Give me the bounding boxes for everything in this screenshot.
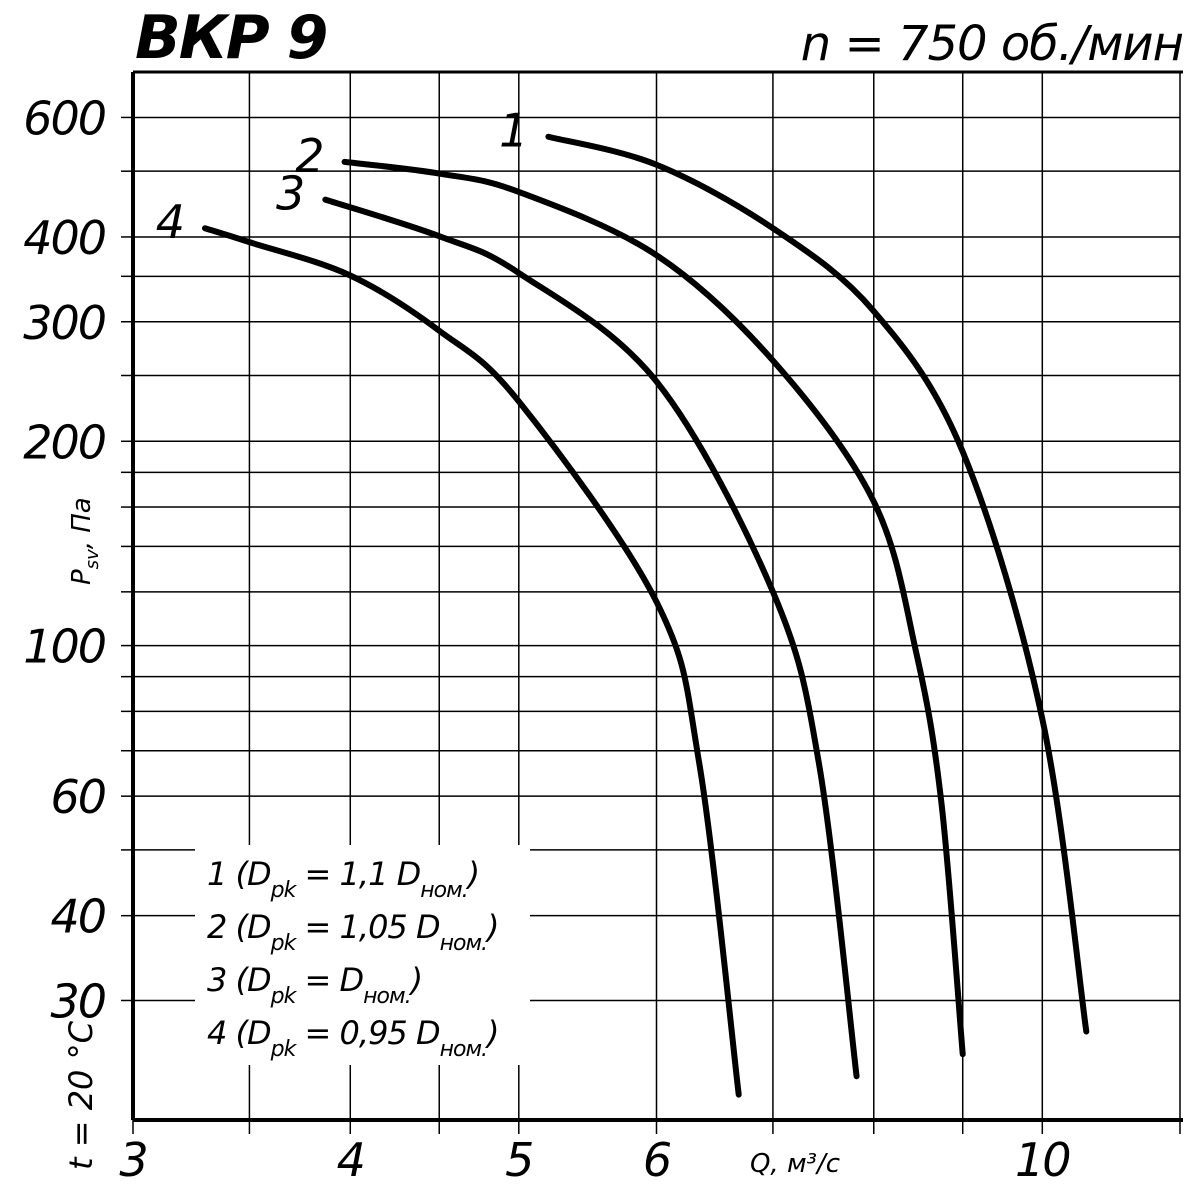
x-tick-label: 6 [643,1133,671,1187]
legend-subscript: ном. [363,984,410,1009]
curve [201,225,742,1098]
legend-subscript: pk [270,984,298,1009]
legend-text: 4 (D [207,1014,271,1052]
curve-label: 2 [295,129,322,183]
x-tick-label: 3 [119,1133,146,1187]
y-tick-label: 200 [23,415,105,469]
legend-subscript: pk [270,878,298,903]
curve-label: 1 [499,104,526,158]
y-tick-label: 100 [23,620,105,674]
y-label-part: , Па [67,497,97,549]
legend-subscript: pk [270,931,298,956]
legend-entry: 4 (Dpk = 0,95 Dном.) [207,1014,499,1062]
y-tick-label: 30 [50,974,105,1028]
y-tick-label: 600 [23,91,105,145]
legend-text: 3 (D [207,961,271,999]
chart-title: ВКР 9 [135,3,327,73]
legend-text: ) [409,961,422,999]
curve [322,196,860,1080]
annotation: t = 20 °C [62,1020,100,1170]
y-label-sub: sv [82,549,103,569]
x-tick-label: 4 [337,1133,364,1187]
y-tick-label: 60 [50,770,105,824]
legend-subscript: ном. [440,931,487,956]
legend-text: = D [295,961,363,999]
legend-entry: 2 (Dpk = 1,05 Dном.) [207,908,499,956]
curve [545,133,1090,1035]
x-tick-label: 5 [505,1133,532,1187]
y-axis-label: Psv, Па [67,497,103,585]
legend-text: = 1,1 D [295,855,420,893]
curve [341,158,966,1058]
legend-text: ) [485,1014,498,1052]
legend-entry: 3 (Dpk = Dном.) [207,961,422,1009]
legend-text: 1 (D [207,855,271,893]
curve-label: 3 [276,167,303,221]
legend-text: = 0,95 D [295,1014,440,1052]
legend-subscript: ном. [420,878,467,903]
y-tick-label: 40 [50,890,105,944]
y-tick-label: 300 [23,296,105,350]
y-label-part: P [67,569,97,585]
legend-entry: 1 (Dpk = 1,1 Dном.) [207,855,479,903]
x-tick-label: 10 [1015,1133,1070,1187]
legend-text: ) [485,908,498,946]
legend-background [195,845,530,1065]
curve-label: 4 [156,195,183,249]
x-axis-label: Q, м³/с [750,1149,840,1179]
legend-text: = 1,05 D [295,908,440,946]
legend-text: 2 (D [207,908,271,946]
legend-subscript: ном. [440,1037,487,1062]
y-tick-label: 400 [23,211,105,265]
chart-subtitle: n = 750 об./мин [801,16,1183,72]
legend-subscript: pk [270,1037,298,1062]
legend-text: ) [466,855,479,893]
